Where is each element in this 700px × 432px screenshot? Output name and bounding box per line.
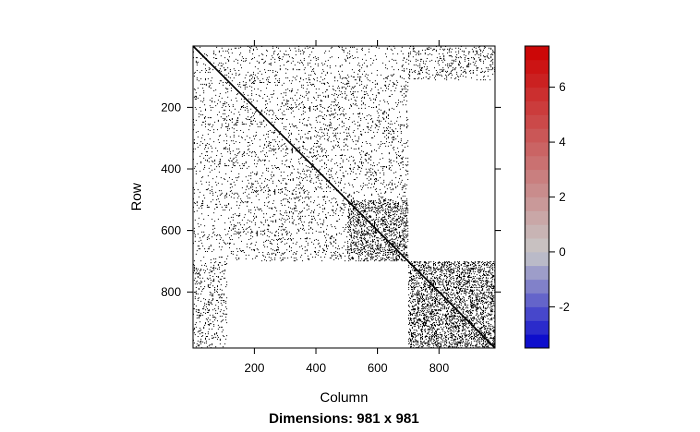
color-key-band bbox=[525, 73, 549, 88]
color-key-band bbox=[525, 142, 549, 157]
color-key-band bbox=[525, 293, 549, 308]
color-key-band bbox=[525, 334, 549, 349]
color-key-label: 6 bbox=[559, 80, 566, 94]
y-tick-label: 200 bbox=[161, 100, 181, 114]
color-key-band bbox=[525, 100, 549, 116]
x-tick-label: 200 bbox=[244, 361, 264, 375]
y-tick-label: 600 bbox=[161, 224, 181, 238]
color-key-band bbox=[525, 265, 549, 280]
color-key-band bbox=[525, 155, 549, 170]
matrix-image bbox=[192, 45, 496, 349]
color-key: -2 0 2 4 6 bbox=[524, 45, 570, 349]
color-key-band bbox=[525, 59, 549, 74]
color-key-band bbox=[525, 87, 549, 102]
color-key-band bbox=[525, 183, 549, 198]
color-key-band bbox=[525, 306, 549, 321]
color-key-label: -2 bbox=[559, 300, 570, 314]
color-key-band bbox=[525, 238, 549, 253]
y-tick-label: 800 bbox=[161, 285, 181, 299]
color-key-band bbox=[525, 320, 549, 335]
color-key-label: 4 bbox=[559, 135, 566, 149]
color-key-label: 2 bbox=[559, 190, 566, 204]
x-tick-label: 800 bbox=[429, 361, 449, 375]
x-tick-label: 600 bbox=[368, 361, 388, 375]
color-key-band bbox=[525, 224, 549, 239]
color-key-band bbox=[525, 46, 549, 61]
color-key-band bbox=[525, 197, 549, 212]
color-key-band bbox=[525, 169, 549, 184]
color-key-band bbox=[525, 279, 549, 294]
y-tick-label: 400 bbox=[161, 162, 181, 176]
x-axis: 200 400 600 800 bbox=[244, 40, 449, 375]
y-axis: 200 400 600 800 bbox=[161, 100, 501, 299]
color-key-band bbox=[525, 251, 549, 267]
diagonal-entries bbox=[192, 45, 496, 349]
color-key-label: 0 bbox=[559, 245, 566, 259]
color-key-band bbox=[525, 114, 549, 129]
y-axis-title: Row bbox=[128, 182, 144, 211]
x-axis-title: Column bbox=[320, 389, 368, 405]
x-tick-label: 400 bbox=[306, 361, 326, 375]
plot-frame bbox=[192, 45, 496, 349]
color-key-band bbox=[525, 210, 549, 225]
color-key-band bbox=[525, 128, 549, 143]
chart-title: Dimensions: 981 x 981 bbox=[269, 410, 419, 426]
